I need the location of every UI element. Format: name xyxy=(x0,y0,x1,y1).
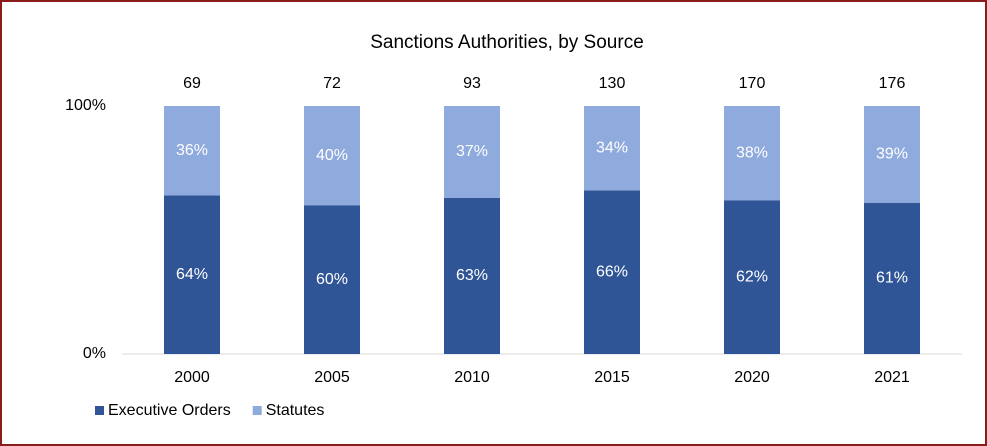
bar-segment xyxy=(444,197,500,354)
total-label: 176 xyxy=(879,75,906,92)
bar-segment xyxy=(724,106,780,201)
bar-segment xyxy=(584,106,640,191)
data-label: 34% xyxy=(596,139,628,156)
data-label: 62% xyxy=(736,268,768,285)
bar-segment xyxy=(864,106,920,203)
data-label: 36% xyxy=(176,142,208,159)
data-label: 61% xyxy=(876,270,908,287)
total-label: 170 xyxy=(739,75,766,92)
x-tick-label: 2015 xyxy=(594,369,630,386)
total-label: 93 xyxy=(463,75,481,92)
data-label: 63% xyxy=(456,267,488,284)
data-label: 39% xyxy=(876,146,908,163)
x-tick-label: 2000 xyxy=(174,369,210,386)
bar-segment xyxy=(864,202,920,354)
data-label: 64% xyxy=(176,266,208,283)
bar-segment xyxy=(304,106,360,206)
bar-segment xyxy=(304,205,360,354)
data-label: 38% xyxy=(736,144,768,161)
x-tick-label: 2010 xyxy=(454,369,490,386)
x-tick-label: 2021 xyxy=(874,369,910,386)
bar-segment xyxy=(444,106,500,198)
legend-swatch xyxy=(252,406,262,415)
legend-label: Statutes xyxy=(266,402,325,419)
data-label: 37% xyxy=(456,143,488,160)
x-tick-label: 2020 xyxy=(734,369,770,386)
total-label: 72 xyxy=(323,75,341,92)
bar-segment xyxy=(724,200,780,354)
legend-label: Executive Orders xyxy=(108,402,231,419)
total-label: 69 xyxy=(183,75,201,92)
data-label: 40% xyxy=(316,147,348,164)
y-tick-label: 0% xyxy=(83,345,106,362)
data-label: 66% xyxy=(596,263,628,280)
y-tick-label: 100% xyxy=(65,97,106,114)
legend-swatch xyxy=(95,406,104,415)
bar-segment xyxy=(164,195,220,354)
chart-title: Sanctions Authorities, by Source xyxy=(370,32,644,53)
bar-segment xyxy=(584,190,640,354)
x-tick-label: 2005 xyxy=(314,369,350,386)
total-label: 130 xyxy=(599,75,626,92)
data-label: 60% xyxy=(316,271,348,288)
bar-segment xyxy=(164,106,220,196)
